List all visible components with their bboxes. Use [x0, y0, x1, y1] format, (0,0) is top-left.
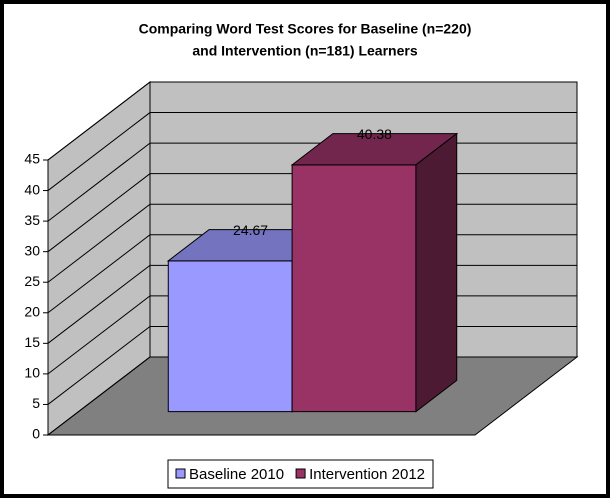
- legend-swatch: [175, 468, 186, 479]
- y-tick-label: 20: [24, 303, 40, 319]
- value-label: 24.67: [233, 222, 268, 238]
- legend-label: Baseline 2010: [189, 466, 284, 483]
- value-label: 40.38: [357, 126, 392, 142]
- legend-swatch: [295, 468, 306, 479]
- chart-title: Comparing Word Test Scores for Baseline …: [139, 21, 472, 37]
- y-tick-label: 0: [32, 426, 40, 442]
- y-tick-label: 25: [24, 273, 40, 289]
- y-tick-label: 10: [24, 365, 40, 381]
- y-tick-label: 15: [24, 334, 40, 350]
- y-tick-label: 40: [24, 181, 40, 197]
- y-tick-label: 35: [24, 212, 40, 228]
- y-tick-label: 30: [24, 242, 40, 258]
- y-tick-label: 45: [24, 151, 40, 167]
- legend-label: Intervention 2012: [309, 466, 425, 483]
- y-tick-label: 5: [32, 395, 40, 411]
- bar-side: [415, 132, 458, 413]
- bar-front: [291, 164, 417, 413]
- chart-title: and Intervention (n=181) Learners: [192, 43, 417, 59]
- bar-front: [167, 260, 293, 413]
- grid-line: [47, 81, 577, 161]
- grid-line: [47, 112, 577, 191]
